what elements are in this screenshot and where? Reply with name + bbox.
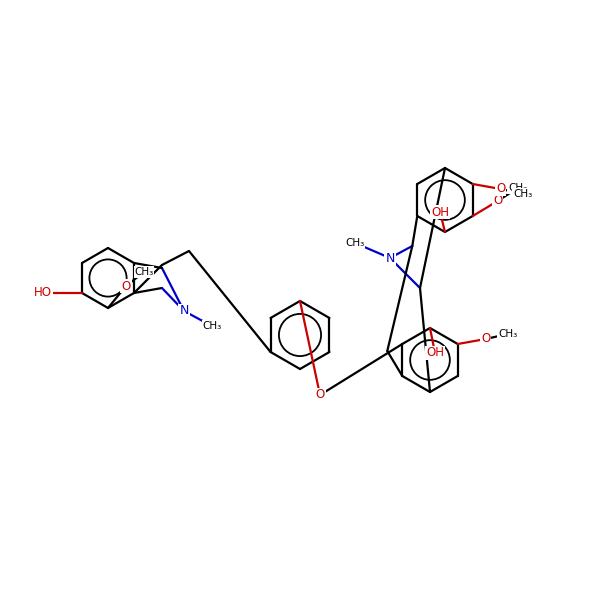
Text: OH: OH xyxy=(426,346,444,359)
Text: CH₃: CH₃ xyxy=(346,238,365,248)
Text: CH₃: CH₃ xyxy=(134,267,154,277)
Text: O: O xyxy=(481,332,490,346)
Text: N: N xyxy=(179,304,188,317)
Text: O: O xyxy=(121,280,131,292)
Text: CH₃: CH₃ xyxy=(202,321,221,331)
Text: O: O xyxy=(493,194,502,208)
Text: CH₃: CH₃ xyxy=(498,329,517,339)
Text: O: O xyxy=(316,389,325,401)
Text: OH: OH xyxy=(431,205,449,218)
Text: N: N xyxy=(385,251,395,265)
Text: O: O xyxy=(496,182,505,196)
Text: HO: HO xyxy=(34,286,52,299)
Text: CH₃: CH₃ xyxy=(513,189,532,199)
Text: CH₃: CH₃ xyxy=(508,183,527,193)
